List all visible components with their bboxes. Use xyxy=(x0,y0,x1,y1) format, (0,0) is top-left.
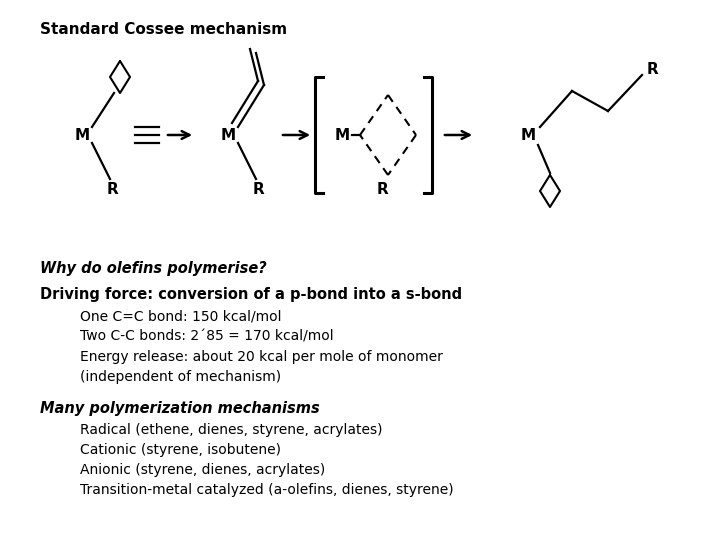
Text: (independent of mechanism): (independent of mechanism) xyxy=(80,370,281,384)
Text: Many polymerization mechanisms: Many polymerization mechanisms xyxy=(40,401,320,415)
Text: M: M xyxy=(74,127,89,143)
Text: Cationic (styrene, isobutene): Cationic (styrene, isobutene) xyxy=(80,443,281,457)
Text: Energy release: about 20 kcal per mole of monomer: Energy release: about 20 kcal per mole o… xyxy=(80,350,443,364)
Text: R: R xyxy=(106,183,118,198)
Text: Standard Cossee mechanism: Standard Cossee mechanism xyxy=(40,22,287,37)
Text: Transition-metal catalyzed (a-olefins, dienes, styrene): Transition-metal catalyzed (a-olefins, d… xyxy=(80,483,454,497)
Text: Two C-C bonds: 2´85 = 170 kcal/mol: Two C-C bonds: 2´85 = 170 kcal/mol xyxy=(80,330,333,344)
Text: R: R xyxy=(376,183,388,198)
Text: Driving force: conversion of a p-bond into a s-bond: Driving force: conversion of a p-bond in… xyxy=(40,287,462,302)
Text: R: R xyxy=(646,63,658,78)
Text: Anionic (styrene, dienes, acrylates): Anionic (styrene, dienes, acrylates) xyxy=(80,463,325,477)
Text: M: M xyxy=(521,127,536,143)
Text: M: M xyxy=(334,127,350,143)
Text: M: M xyxy=(220,127,235,143)
Text: One C=C bond: 150 kcal/mol: One C=C bond: 150 kcal/mol xyxy=(80,310,282,324)
Text: Radical (ethene, dienes, styrene, acrylates): Radical (ethene, dienes, styrene, acryla… xyxy=(80,423,382,437)
Text: Why do olefins polymerise?: Why do olefins polymerise? xyxy=(40,260,266,275)
Text: R: R xyxy=(252,183,264,198)
